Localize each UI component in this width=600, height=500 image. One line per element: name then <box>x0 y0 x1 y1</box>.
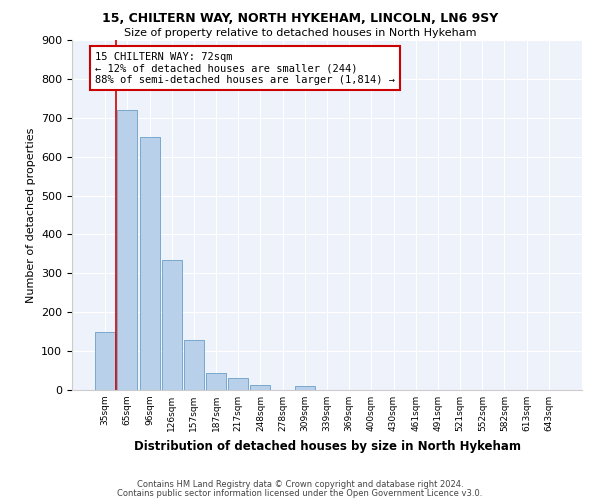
Bar <box>250 386 271 390</box>
Bar <box>118 110 137 390</box>
X-axis label: Distribution of detached houses by size in North Hykeham: Distribution of detached houses by size … <box>133 440 521 452</box>
Bar <box>184 340 204 390</box>
Text: Contains HM Land Registry data © Crown copyright and database right 2024.: Contains HM Land Registry data © Crown c… <box>137 480 463 489</box>
Y-axis label: Number of detached properties: Number of detached properties <box>26 128 35 302</box>
Bar <box>162 260 182 390</box>
Text: Size of property relative to detached houses in North Hykeham: Size of property relative to detached ho… <box>124 28 476 38</box>
Bar <box>140 137 160 390</box>
Bar <box>95 332 115 390</box>
Text: Contains public sector information licensed under the Open Government Licence v3: Contains public sector information licen… <box>118 489 482 498</box>
Bar <box>228 378 248 390</box>
Bar <box>295 386 315 390</box>
Text: 15, CHILTERN WAY, NORTH HYKEHAM, LINCOLN, LN6 9SY: 15, CHILTERN WAY, NORTH HYKEHAM, LINCOLN… <box>102 12 498 26</box>
Text: 15 CHILTERN WAY: 72sqm
← 12% of detached houses are smaller (244)
88% of semi-de: 15 CHILTERN WAY: 72sqm ← 12% of detached… <box>95 52 395 85</box>
Bar <box>206 372 226 390</box>
